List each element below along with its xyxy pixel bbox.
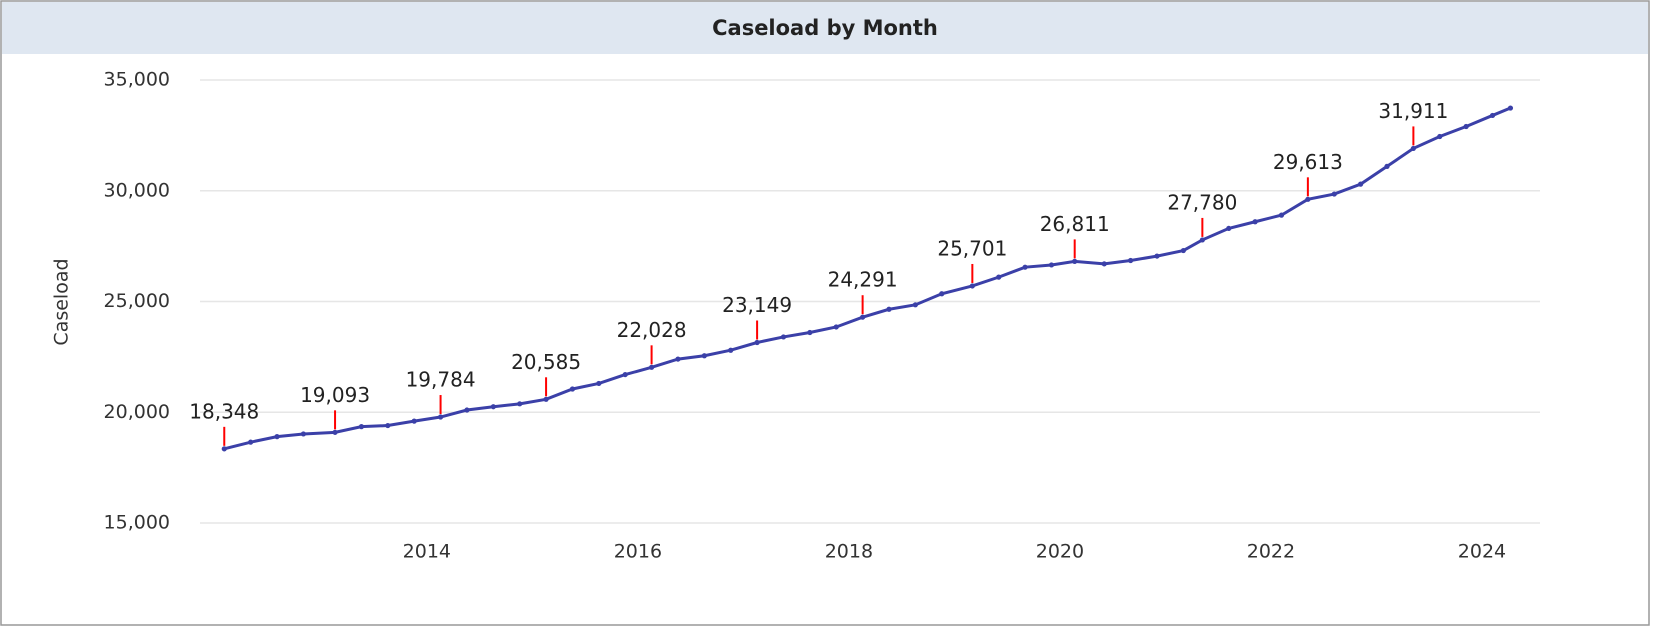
point [385, 422, 391, 429]
point [886, 306, 892, 312]
data-label: 31,911 [1378, 99, 1448, 123]
point [358, 424, 365, 430]
point [1048, 262, 1055, 268]
line [223, 106, 1512, 451]
point [939, 291, 945, 297]
point [1489, 112, 1496, 119]
data-label: 19,784 [406, 368, 476, 392]
point [1384, 163, 1390, 169]
point [543, 396, 549, 402]
point [1410, 145, 1416, 152]
point [569, 386, 576, 392]
point [1128, 257, 1134, 264]
point [248, 439, 254, 445]
point [860, 314, 866, 320]
point [754, 339, 760, 346]
point [807, 329, 813, 336]
point [1199, 237, 1205, 243]
point [1463, 123, 1469, 130]
point [833, 324, 839, 330]
x-tick-label: 2016 [614, 541, 662, 563]
data-label: 24,291 [828, 268, 898, 292]
y-tick-label: 35,000 [104, 69, 170, 91]
point [1226, 225, 1232, 232]
point [221, 446, 227, 452]
x-tick-label: 2020 [1036, 541, 1084, 563]
point [996, 274, 1002, 280]
point [648, 364, 655, 370]
point [1252, 219, 1258, 225]
point [1154, 253, 1160, 259]
y-tick-label: 25,000 [104, 290, 170, 312]
y-tick-label: 30,000 [104, 179, 170, 201]
point [1022, 264, 1028, 270]
point [596, 380, 602, 387]
y-tick-label: 20,000 [104, 401, 170, 423]
data-label: 27,780 [1167, 190, 1237, 214]
point [1331, 191, 1337, 197]
x-tick-label: 2024 [1458, 541, 1506, 563]
point [912, 302, 918, 308]
point [1072, 258, 1078, 264]
data-label: 26,811 [1040, 212, 1110, 236]
point [728, 347, 734, 353]
point [780, 334, 787, 340]
point [1305, 196, 1311, 202]
data-label: 18,348 [189, 399, 259, 423]
data-label: 22,028 [617, 318, 687, 342]
point [332, 429, 338, 435]
point [1101, 261, 1107, 267]
point [969, 283, 975, 289]
x-tick-label: 2018 [825, 541, 873, 563]
point [1358, 181, 1364, 187]
data-label: 23,149 [722, 293, 792, 317]
data-label: 20,585 [511, 350, 581, 374]
x-tick-label: 2022 [1247, 541, 1295, 563]
point [1180, 247, 1186, 254]
point [517, 401, 523, 407]
point [437, 414, 444, 420]
point [622, 371, 628, 378]
x-tick-label: 2014 [403, 541, 451, 563]
header [2, 2, 1648, 54]
data-label: 29,613 [1273, 150, 1343, 174]
point [411, 418, 417, 424]
data-label: 25,701 [937, 236, 1007, 260]
point [675, 356, 681, 362]
chart-title: Caseload by Month [712, 16, 938, 40]
point [1437, 133, 1443, 140]
y-tick-label: 15,000 [104, 512, 170, 534]
y-axis-label: Caseload [51, 258, 73, 345]
point [1278, 212, 1285, 218]
point [490, 404, 496, 410]
data-label: 19,093 [300, 383, 370, 407]
point [274, 434, 280, 440]
point [1507, 105, 1514, 111]
point [701, 353, 707, 359]
point [464, 407, 470, 413]
point [300, 431, 307, 437]
